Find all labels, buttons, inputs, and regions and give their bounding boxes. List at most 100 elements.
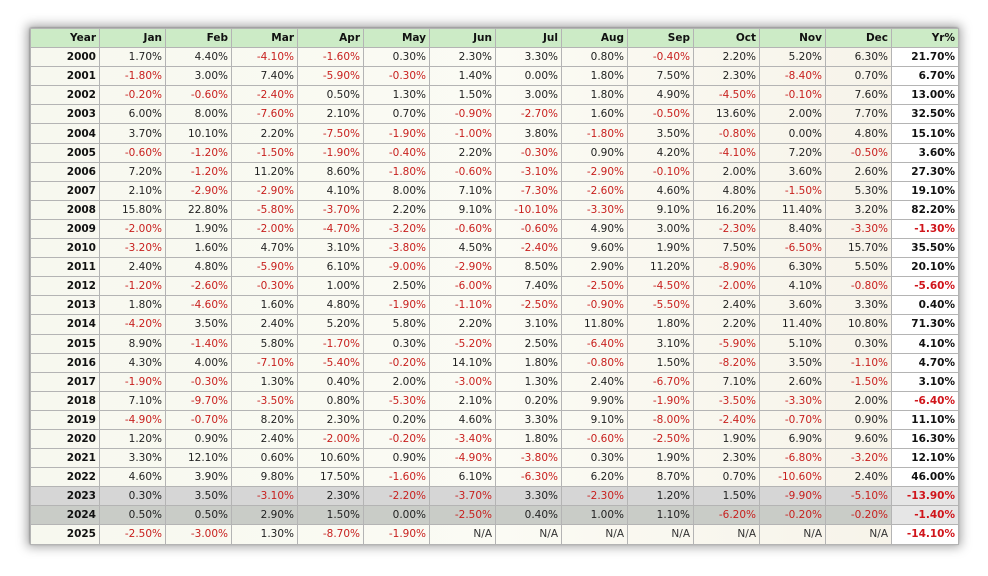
month-return-cell: 0.30%	[363, 47, 430, 68]
year-total-cell: 46.00%	[891, 467, 959, 488]
column-header-dec: Dec	[825, 27, 892, 49]
month-return-cell: 3.50%	[165, 314, 232, 335]
month-return-cell: -0.20%	[363, 429, 430, 450]
month-return-cell: 6.30%	[759, 257, 826, 278]
month-return-cell: -5.80%	[231, 200, 298, 220]
month-return-cell: -3.10%	[231, 486, 298, 507]
column-header-oct: Oct	[693, 27, 760, 49]
month-return-cell: 14.10%	[429, 353, 496, 373]
month-return-cell: 7.40%	[495, 276, 562, 297]
month-return-cell: 3.10%	[495, 314, 562, 335]
year-cell: 2007	[30, 181, 100, 201]
month-return-cell: 0.40%	[495, 505, 562, 526]
year-total-cell: 19.10%	[891, 181, 959, 201]
year-cell: 2022	[30, 467, 100, 488]
month-return-cell: 3.70%	[99, 123, 166, 144]
month-return-cell: 1.80%	[495, 429, 562, 450]
month-return-cell: -1.90%	[99, 372, 166, 392]
month-return-cell: 1.50%	[297, 505, 364, 526]
month-return-cell: -0.30%	[231, 276, 298, 297]
month-return-cell: 7.10%	[429, 181, 496, 201]
month-return-cell: -1.50%	[759, 181, 826, 201]
month-return-cell: -1.90%	[297, 143, 364, 163]
month-return-cell: 8.00%	[165, 104, 232, 125]
table-row-2025: 2025 -2.50% -3.00% 1.30% -8.70% -1.90% N/A N/A N…	[30, 524, 959, 545]
month-return-cell: 4.80%	[165, 257, 232, 278]
year-cell: 2024	[30, 505, 100, 526]
month-return-cell: -6.30%	[495, 467, 562, 488]
month-return-cell: 6.90%	[759, 429, 826, 450]
month-return-cell: 8.50%	[495, 257, 562, 278]
table-row-2016: 2016 4.30% 4.00% -7.10% -5.40% -0.20% 14.10% 1.…	[30, 353, 959, 373]
month-return-cell: N/A	[627, 524, 694, 545]
month-return-cell: -4.60%	[165, 295, 232, 316]
month-return-cell: 9.60%	[825, 429, 892, 450]
month-return-cell: -0.70%	[165, 410, 232, 430]
month-return-cell: -3.30%	[759, 391, 826, 411]
month-return-cell: 3.50%	[759, 353, 826, 373]
month-return-cell: 9.10%	[429, 200, 496, 220]
month-return-cell: 4.80%	[693, 181, 760, 201]
column-header-nov: Nov	[759, 27, 826, 49]
month-return-cell: 4.40%	[165, 47, 232, 68]
year-cell: 2012	[30, 276, 100, 297]
month-return-cell: 4.20%	[627, 143, 694, 163]
month-return-cell: -0.90%	[561, 295, 628, 316]
month-return-cell: -2.30%	[561, 486, 628, 507]
month-return-cell: 15.80%	[99, 200, 166, 220]
month-return-cell: 4.90%	[561, 219, 628, 240]
month-return-cell: -4.90%	[429, 448, 496, 469]
month-return-cell: -0.40%	[363, 143, 430, 163]
table-row-2022: 2022 4.60% 3.90% 9.80% 17.50% -1.60% 6.10% -6.3…	[30, 467, 959, 488]
month-return-cell: -0.20%	[99, 85, 166, 106]
month-return-cell: 5.20%	[297, 314, 364, 335]
month-return-cell: 2.30%	[297, 486, 364, 507]
month-return-cell: 1.00%	[561, 505, 628, 526]
month-return-cell: -4.10%	[231, 47, 298, 68]
table-row-2007: 2007 2.10% -2.90% -2.90% 4.10% 8.00% 7.10% -7.3…	[30, 181, 959, 201]
month-return-cell: 2.00%	[825, 391, 892, 411]
column-header-sep: Sep	[627, 27, 694, 49]
month-return-cell: -8.40%	[759, 66, 826, 87]
month-return-cell: 10.60%	[297, 448, 364, 469]
month-return-cell: 3.60%	[759, 295, 826, 316]
year-total-cell: -1.30%	[891, 219, 959, 240]
month-return-cell: -1.90%	[363, 123, 430, 144]
month-return-cell: -10.60%	[759, 467, 826, 488]
month-return-cell: 0.30%	[363, 334, 430, 354]
month-return-cell: -0.80%	[693, 123, 760, 144]
month-return-cell: 6.10%	[429, 467, 496, 488]
month-return-cell: N/A	[693, 524, 760, 545]
month-return-cell: 3.00%	[495, 85, 562, 106]
month-return-cell: 1.00%	[297, 276, 364, 297]
month-return-cell: -5.20%	[429, 334, 496, 354]
month-return-cell: -9.90%	[759, 486, 826, 507]
month-return-cell: 2.40%	[231, 429, 298, 450]
year-total-cell: 3.10%	[891, 372, 959, 392]
month-return-cell: -1.90%	[627, 391, 694, 411]
month-return-cell: N/A	[561, 524, 628, 545]
table-row-2009: 2009 -2.00% 1.90% -2.00% -4.70% -3.20% -0.60% -…	[30, 219, 959, 240]
month-return-cell: -4.70%	[297, 219, 364, 240]
month-return-cell: 0.30%	[561, 448, 628, 469]
month-return-cell: 6.00%	[99, 104, 166, 125]
table-row-2021: 2021 3.30% 12.10% 0.60% 10.60% 0.90% -4.90% -3.…	[30, 448, 959, 469]
month-return-cell: 1.20%	[99, 429, 166, 450]
year-total-cell: -5.60%	[891, 276, 959, 297]
month-return-cell: 22.80%	[165, 200, 232, 220]
month-return-cell: 3.10%	[627, 334, 694, 354]
month-return-cell: 0.50%	[297, 85, 364, 106]
month-return-cell: -5.10%	[825, 486, 892, 507]
month-return-cell: 1.80%	[99, 295, 166, 316]
month-return-cell: 1.20%	[627, 486, 694, 507]
year-cell: 2015	[30, 334, 100, 354]
month-return-cell: 7.50%	[693, 238, 760, 259]
month-return-cell: -2.40%	[231, 85, 298, 106]
table-row-2018: 2018 7.10% -9.70% -3.50% 0.80% -5.30% 2.10% 0.2…	[30, 391, 959, 411]
month-return-cell: -3.20%	[99, 238, 166, 259]
month-return-cell: -9.00%	[363, 257, 430, 278]
month-return-cell: -1.10%	[825, 353, 892, 373]
month-return-cell: -0.50%	[825, 143, 892, 163]
year-total-cell: -6.40%	[891, 391, 959, 411]
month-return-cell: 1.30%	[363, 85, 430, 106]
